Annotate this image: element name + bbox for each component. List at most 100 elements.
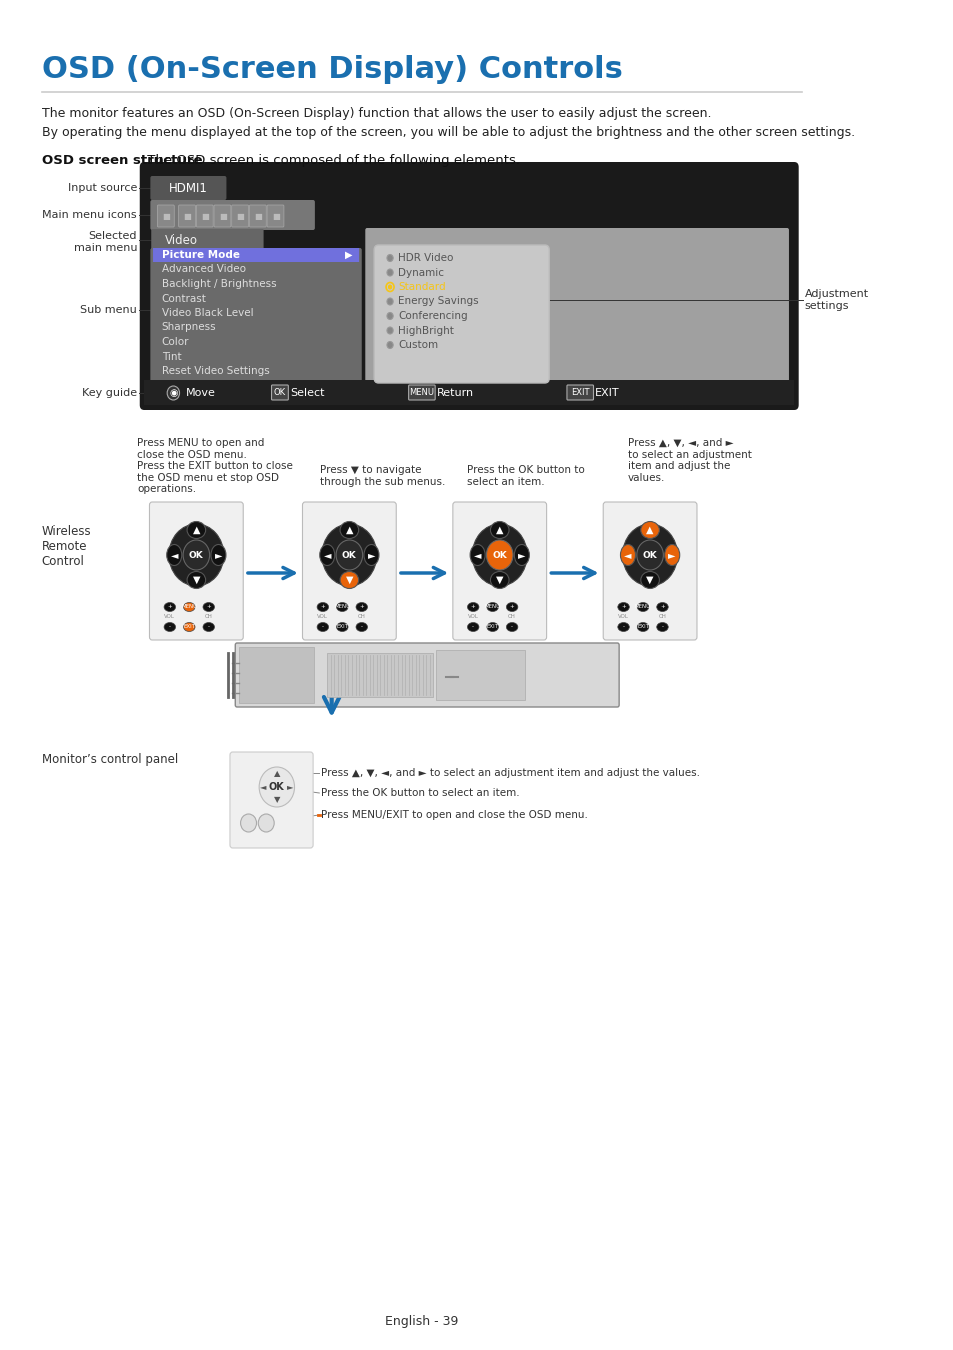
Text: Conferencing: Conferencing — [397, 310, 467, 321]
Ellipse shape — [486, 602, 497, 612]
Circle shape — [387, 327, 393, 333]
Ellipse shape — [355, 602, 367, 612]
Text: ◄: ◄ — [171, 549, 178, 560]
Text: Backlight / Brightness: Backlight / Brightness — [162, 279, 276, 289]
FancyBboxPatch shape — [151, 248, 361, 392]
Text: EXIT: EXIT — [571, 387, 589, 397]
Circle shape — [388, 285, 392, 289]
Text: ▲: ▲ — [496, 525, 503, 535]
Ellipse shape — [618, 622, 629, 632]
Text: ▼: ▼ — [646, 575, 653, 585]
Text: ▼: ▼ — [496, 575, 503, 585]
FancyBboxPatch shape — [302, 502, 395, 640]
Circle shape — [387, 255, 393, 262]
Text: ▼: ▼ — [274, 795, 280, 805]
Ellipse shape — [506, 622, 517, 632]
Text: ◄: ◄ — [623, 549, 631, 560]
Text: VOL: VOL — [618, 614, 628, 620]
Text: MENU: MENU — [181, 605, 197, 609]
Text: ■: ■ — [201, 212, 209, 220]
Text: ■: ■ — [162, 212, 170, 220]
Ellipse shape — [167, 544, 182, 566]
Ellipse shape — [467, 602, 478, 612]
Text: Tint: Tint — [162, 351, 181, 362]
Bar — [436, 649, 524, 701]
Text: ◄: ◄ — [474, 549, 481, 560]
FancyBboxPatch shape — [267, 205, 284, 227]
Text: MENU: MENU — [484, 605, 500, 609]
Text: MENU: MENU — [334, 605, 350, 609]
Text: Press MENU to open and
close the OSD menu.
Press the EXIT button to close
the OS: Press MENU to open and close the OSD men… — [137, 437, 293, 494]
Ellipse shape — [203, 622, 214, 632]
Bar — [144, 379, 794, 405]
Text: By operating the menu displayed at the top of the screen, you will be able to ad: By operating the menu displayed at the t… — [42, 126, 854, 139]
Text: ▲: ▲ — [193, 525, 200, 535]
Text: -: - — [660, 625, 662, 629]
Ellipse shape — [640, 571, 659, 589]
Text: Picture Mode: Picture Mode — [162, 250, 239, 261]
Text: CH: CH — [205, 614, 213, 620]
Text: Wireless
Remote
Control: Wireless Remote Control — [42, 525, 91, 568]
FancyBboxPatch shape — [157, 205, 174, 227]
Ellipse shape — [486, 622, 497, 632]
Text: HDR Video: HDR Video — [397, 252, 453, 263]
Ellipse shape — [470, 544, 485, 566]
Text: Press the OK button to select an item.: Press the OK button to select an item. — [321, 788, 519, 798]
Circle shape — [387, 342, 393, 348]
Text: ▲: ▲ — [345, 525, 353, 535]
Text: Reset Video Settings: Reset Video Settings — [162, 366, 270, 377]
FancyBboxPatch shape — [374, 244, 549, 383]
Text: Dynamic: Dynamic — [397, 267, 443, 278]
Circle shape — [637, 540, 662, 570]
Text: EXIT: EXIT — [637, 625, 648, 629]
Text: Move: Move — [186, 387, 215, 398]
Circle shape — [167, 386, 179, 400]
Text: Custom: Custom — [397, 340, 437, 350]
FancyBboxPatch shape — [151, 176, 226, 200]
Text: +: + — [620, 605, 625, 609]
Text: ■: ■ — [219, 212, 227, 220]
FancyBboxPatch shape — [235, 643, 618, 707]
Text: VOL: VOL — [164, 614, 175, 620]
Ellipse shape — [336, 622, 348, 632]
Text: OK: OK — [492, 551, 507, 559]
Ellipse shape — [619, 544, 635, 566]
Ellipse shape — [618, 602, 629, 612]
Text: ■: ■ — [236, 212, 244, 220]
Ellipse shape — [183, 602, 194, 612]
Ellipse shape — [364, 544, 378, 566]
FancyBboxPatch shape — [178, 205, 195, 227]
Text: -: - — [472, 625, 474, 629]
Text: OK: OK — [341, 551, 356, 559]
Text: English - 39: English - 39 — [385, 1315, 458, 1328]
Text: CH: CH — [658, 614, 666, 620]
Circle shape — [387, 269, 393, 275]
Text: EXIT: EXIT — [486, 625, 498, 629]
Text: ►: ► — [668, 549, 676, 560]
Ellipse shape — [211, 544, 226, 566]
Circle shape — [240, 814, 256, 832]
Ellipse shape — [637, 622, 648, 632]
Text: -: - — [321, 625, 323, 629]
Text: OK: OK — [189, 551, 204, 559]
Circle shape — [335, 540, 362, 570]
FancyBboxPatch shape — [453, 502, 546, 640]
Text: +: + — [471, 605, 476, 609]
Text: EXIT: EXIT — [336, 625, 348, 629]
Text: Video Black Level: Video Black Level — [162, 308, 253, 319]
Text: OSD (On-Screen Display) Controls: OSD (On-Screen Display) Controls — [42, 55, 621, 84]
Text: Press ▲, ▼, ◄, and ►
to select an adjustment
item and adjust the
values.: Press ▲, ▼, ◄, and ► to select an adjust… — [627, 437, 751, 483]
Text: Monitor’s control panel: Monitor’s control panel — [42, 753, 177, 767]
Text: The OSD screen is composed of the following elements.: The OSD screen is composed of the follow… — [143, 154, 519, 167]
Text: -: - — [622, 625, 624, 629]
Text: OSD screen structure: OSD screen structure — [42, 154, 202, 167]
Text: Press ▲, ▼, ◄, and ► to select an adjustment item and adjust the values.: Press ▲, ▼, ◄, and ► to select an adjust… — [321, 768, 700, 778]
Text: ■: ■ — [254, 212, 262, 220]
Text: Press the OK button to
select an item.: Press the OK button to select an item. — [467, 464, 584, 486]
Text: -: - — [360, 625, 362, 629]
Text: Color: Color — [162, 338, 189, 347]
Text: +: + — [659, 605, 664, 609]
Ellipse shape — [506, 602, 517, 612]
FancyBboxPatch shape — [408, 385, 435, 400]
FancyBboxPatch shape — [151, 200, 314, 230]
